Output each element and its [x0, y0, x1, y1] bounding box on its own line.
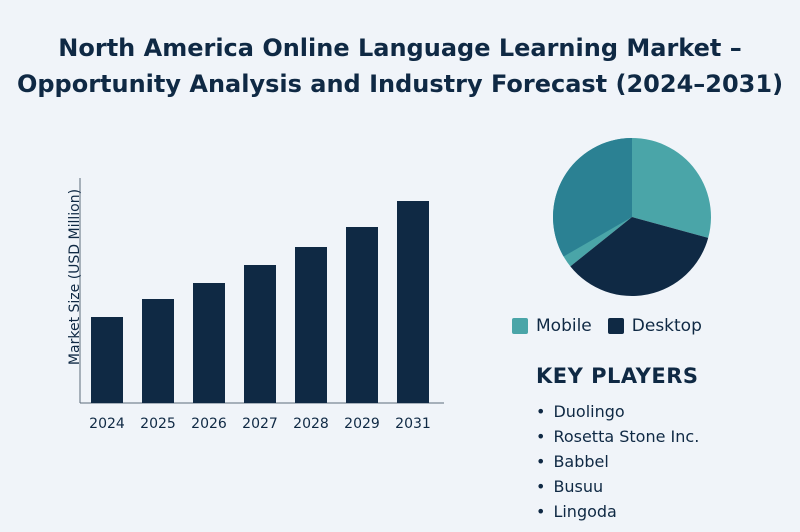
key-player-item: Duolingo: [536, 399, 699, 424]
title-line-2: Opportunity Analysis and Industry Foreca…: [16, 70, 784, 98]
pie-slice-desktop: [570, 217, 709, 297]
title-line-1: North America Online Language Learning M…: [58, 34, 742, 62]
key-players-list: Duolingo Rosetta Stone Inc. Babbel Busuu…: [536, 399, 699, 524]
key-player-item: Rosetta Stone Inc.: [536, 424, 699, 449]
key-player-item: Busuu: [536, 474, 699, 499]
legend-label-desktop: Desktop: [631, 316, 702, 336]
x-tick-label: 2031: [395, 416, 431, 432]
x-tick-label: 2025: [140, 416, 176, 432]
bar-2028: [295, 247, 327, 403]
bar-2024: [91, 317, 123, 403]
pie-slice-shade: [553, 138, 632, 257]
legend-swatch-desktop: [607, 318, 624, 334]
x-tick-label: 2026: [191, 416, 227, 432]
bar-2031: [397, 201, 429, 403]
pie-legend: Mobile Desktop: [512, 316, 718, 336]
key-players-title: KEY PLAYERS: [536, 364, 699, 388]
key-player-item: Babbel: [536, 449, 699, 474]
x-tick-label: 2029: [344, 416, 380, 432]
legend-item-mobile: Mobile: [512, 316, 592, 336]
y-axis-label: Market Size (USD Million): [67, 189, 83, 365]
legend-label-mobile: Mobile: [536, 316, 592, 336]
bar-2027: [244, 265, 276, 403]
key-player-item: Lingoda: [536, 499, 699, 524]
chart-title: North America Online Language Learning M…: [0, 30, 800, 102]
bar-2026: [193, 283, 225, 403]
x-tick-label: 2028: [293, 416, 329, 432]
bar-2025: [142, 299, 174, 403]
x-tick-label: 2024: [89, 416, 125, 432]
x-tick-label: 2027: [242, 416, 278, 432]
legend-swatch-mobile: [512, 318, 528, 334]
legend-item-desktop: Desktop: [607, 316, 702, 336]
bar-2029: [346, 227, 378, 403]
